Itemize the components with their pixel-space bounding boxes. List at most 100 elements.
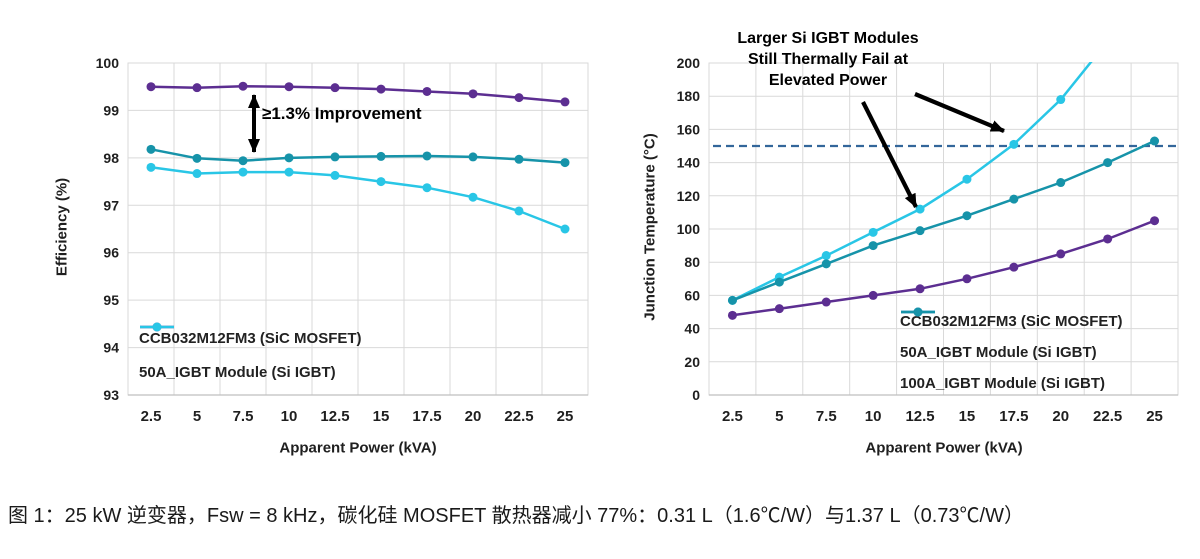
x-tick-label: 15 <box>959 408 976 425</box>
data-point <box>468 192 478 202</box>
data-point <box>868 290 878 300</box>
legend-item: 50A_IGBT Module (Si IGBT) <box>900 307 1123 368</box>
y-tick-label: 60 <box>684 287 700 303</box>
data-point <box>560 158 570 168</box>
legend-label: CCB032M12FM3 (SiC MOSFET) <box>900 313 1123 330</box>
improvement-annotation: ≥1.3% Improvement <box>262 104 422 123</box>
data-point <box>821 297 831 307</box>
y-tick-label: 98 <box>103 150 119 166</box>
legend-item: 100A_IGBT Module (Si IGBT) <box>900 307 1123 399</box>
data-point <box>514 93 524 103</box>
data-point <box>1103 158 1113 168</box>
x-tick-label: 17.5 <box>999 408 1028 425</box>
data-point <box>821 259 831 269</box>
efficiency-x-axis-title: Apparent Power (kVA) <box>279 439 437 457</box>
x-tick-label: 17.5 <box>412 408 441 425</box>
data-point <box>1103 37 1112 46</box>
figure-caption: 图 1：25 kW 逆变器，Fsw = 8 kHz，碳化硅 MOSFET 散热器… <box>8 505 1024 527</box>
data-point <box>146 82 156 92</box>
x-tick-label: 12.5 <box>905 408 934 425</box>
data-point <box>284 153 294 163</box>
data-point <box>915 284 925 294</box>
junction-temperature-plot: 0 20 40 60 80 100 120 140 160 180 200 2.5 5 7.5 10 12.5… <box>677 37 1179 425</box>
data-point <box>1056 95 1066 105</box>
data-point <box>238 167 248 177</box>
data-point <box>1056 178 1066 188</box>
y-tick-label: 0 <box>692 387 700 403</box>
x-tick-label: 20 <box>465 408 482 425</box>
data-point <box>422 151 432 161</box>
y-tick-label: 140 <box>677 155 701 171</box>
data-point <box>915 204 925 214</box>
temperature-y-axis-title: Junction Temperature (°C) <box>641 133 659 321</box>
data-point <box>468 152 478 162</box>
data-point <box>868 227 878 237</box>
legend-label: 100A_IGBT Module (Si IGBT) <box>900 375 1106 392</box>
y-tick-label: 20 <box>684 354 700 370</box>
data-point <box>514 206 524 216</box>
x-tick-label: 10 <box>281 408 298 425</box>
data-point <box>376 84 386 94</box>
data-point <box>1009 262 1019 272</box>
y-tick-label: 40 <box>684 321 700 337</box>
y-tick-label: 95 <box>103 292 119 308</box>
data-point <box>1150 216 1160 226</box>
data-point <box>1009 139 1019 149</box>
data-point <box>915 226 925 236</box>
thermal-fail-annotation-line: Elevated Power <box>768 72 888 89</box>
data-point <box>774 304 784 314</box>
x-tick-label: 5 <box>775 408 783 425</box>
data-point <box>146 144 156 154</box>
data-point <box>376 151 386 161</box>
data-point <box>192 169 202 179</box>
thermal-fail-annotation: Larger Si IGBT Modules Still Thermally F… <box>728 28 928 91</box>
junction-temperature-chart: 0 20 40 60 80 100 120 140 160 180 200 2.5 5 7.5 10 12.5… <box>600 0 1200 470</box>
data-point <box>727 310 737 320</box>
x-tick-label: 7.5 <box>816 408 837 425</box>
series-line <box>150 166 566 231</box>
data-point <box>146 162 156 172</box>
x-tick-label: 25 <box>557 408 574 425</box>
legend-marker-icon <box>140 322 174 332</box>
data-point <box>376 177 386 187</box>
data-point <box>330 83 340 93</box>
data-point <box>238 156 248 166</box>
thermal-fail-annotation-line: Larger Si IGBT Modules <box>737 30 919 47</box>
series-line <box>731 139 1156 302</box>
y-tick-label: 100 <box>677 221 701 237</box>
thermal-fail-annotation-line: Still Thermally Fail at <box>747 51 909 68</box>
y-tick-label: 94 <box>103 340 119 356</box>
x-tick-label: 25 <box>1146 408 1163 425</box>
y-tick-label: 93 <box>103 387 119 403</box>
data-point <box>1056 249 1066 259</box>
series-line <box>150 84 566 104</box>
y-tick-label: 200 <box>677 55 701 71</box>
x-tick-label: 10 <box>865 408 882 425</box>
data-point <box>284 82 294 92</box>
temperature-legend: CCB032M12FM3 (SiC MOSFET) 50A_IGBT Module… <box>900 306 1123 399</box>
data-point <box>330 170 340 180</box>
x-tick-label: 5 <box>193 408 201 425</box>
y-tick-label: 180 <box>677 88 701 104</box>
y-tick-label: 96 <box>103 245 119 261</box>
data-point <box>774 277 784 287</box>
x-tick-label: 7.5 <box>233 408 254 425</box>
data-point <box>468 89 478 99</box>
x-tick-label: 20 <box>1052 408 1069 425</box>
data-point <box>238 81 248 91</box>
efficiency-legend: CCB032M12FM3 (SiC MOSFET) 50A_IGBT Module… <box>139 321 362 389</box>
data-point <box>284 167 294 177</box>
efficiency-plot: 93 94 95 96 97 98 99 100 2.5 5 7.5 10 12.5 15 17.5 20 22… <box>96 55 589 425</box>
y-tick-label: 100 <box>96 55 120 71</box>
efficiency-chart: 93 94 95 96 97 98 99 100 2.5 5 7.5 10 12.5 15 17.5 20 22… <box>0 0 600 470</box>
x-tick-label: 12.5 <box>320 408 349 425</box>
data-point <box>821 251 831 261</box>
legend-label: 50A_IGBT Module (Si IGBT) <box>139 363 336 381</box>
data-point <box>560 97 570 107</box>
y-tick-label: 99 <box>103 102 119 118</box>
y-tick-label: 97 <box>103 197 119 213</box>
data-point <box>962 211 972 221</box>
data-point <box>1103 234 1113 244</box>
legend-label: 50A_IGBT Module (Si IGBT) <box>900 344 1097 361</box>
